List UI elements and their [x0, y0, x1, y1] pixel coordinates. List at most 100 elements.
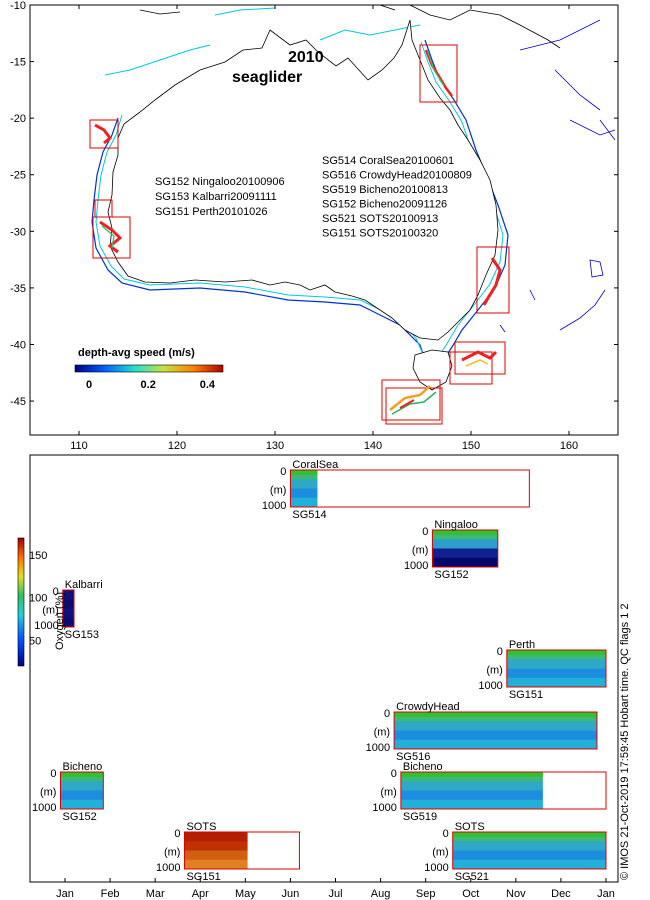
oxygen-band [432, 539, 498, 549]
deployment-outline [452, 831, 607, 870]
depth-bottom-label: 1000 [32, 802, 56, 814]
month-tick-label: Nov [506, 888, 526, 900]
mission-section-bicheno-sg519: Bicheno SG519 0 (m) 1000 [372, 761, 607, 823]
map-x-tick-label: 140 [364, 440, 382, 452]
month-tick-label: Jun [282, 888, 300, 900]
mission-glider-label: SG521 [455, 871, 489, 883]
mission-box-sots [381, 379, 443, 425]
surface-oxygen-band [400, 772, 543, 777]
mission-sections: CoralSeaSG5140(m)1000NingalooSG1520(m)10… [32, 459, 607, 883]
map-x-tick-label: 130 [266, 440, 284, 452]
oxygen-band [400, 799, 543, 810]
depth-unit-label: (m) [42, 605, 59, 617]
month-tick-label: May [235, 888, 256, 900]
oxygen-band [60, 790, 104, 801]
oxygen-band [184, 832, 248, 842]
west-mission-list: SG152 Ningaloo20100906 SG153 Kalbarri2009… [155, 176, 285, 218]
timeline-axes [29, 454, 619, 883]
depth-unit-label: (m) [432, 847, 449, 859]
east-mission-entry: SG151 SOTS20100320 [322, 228, 438, 240]
map-axes [29, 4, 619, 436]
month-axis: Jan Feb Mar Apr May Jun Jul Aug Sep Oct Nov Dec Jan [56, 878, 615, 900]
month-tick-label: Jan [597, 888, 615, 900]
mission-glider-label: SG514 [292, 509, 326, 521]
mission-glider-label: SG151 [186, 871, 220, 883]
mission-site-label: SOTS [186, 821, 216, 833]
depth-bottom-label: 1000 [404, 560, 428, 572]
mission-glider-label: SG152 [62, 811, 96, 823]
month-tick-label: Apr [192, 888, 209, 900]
speed-colorbar-label: depth-avg speed (m/s) [78, 347, 195, 359]
east-mission-entry: SG516 CrowdyHead20100809 [322, 170, 472, 182]
oxygen-band [184, 841, 248, 851]
png-coastline [139, 4, 561, 49]
speed-colorbar-tick: 0 [86, 379, 92, 391]
map-title-year: 2010 [288, 49, 324, 66]
deployment-outline [289, 469, 530, 508]
mission-box-ningaloo [89, 119, 119, 149]
mission-section-kalbarri-sg153: Kalbarri SG153 0 (m) 1000 [34, 579, 102, 641]
mission-section-coralsea-sg514: CoralSea SG514 0 (m) 1000 [262, 459, 530, 521]
depth-unit-label: (m) [270, 485, 287, 497]
nz-contour [499, 289, 606, 333]
east-mission-entry: SG521 SOTS20100913 [322, 213, 438, 225]
deployment-outline [183, 831, 300, 870]
oxygen-band [394, 730, 597, 741]
mission-box-coralsea [419, 44, 458, 103]
oxygen-colorbar-label: Oxygen (%) [54, 592, 66, 650]
month-tick-label: Feb [101, 888, 120, 900]
depth-top-label: 0 [280, 466, 286, 478]
map-y-tick-label: -35 [10, 283, 26, 295]
oxygen-band [400, 781, 543, 791]
deployment-outline [431, 529, 499, 568]
mission-glider-label: SG516 [396, 751, 430, 763]
mission-site-label: CrowdyHead [396, 701, 460, 713]
oxygen-colorbar [17, 537, 25, 667]
oxygen-band [506, 668, 606, 679]
depth-top-label: 0 [391, 768, 397, 780]
mission-glider-label: SG152 [434, 569, 468, 581]
oxygen-band [62, 599, 75, 609]
oxygen-band [60, 781, 104, 791]
oxygen-band [394, 721, 597, 731]
deployment-outline [62, 589, 75, 628]
surface-oxygen-band [290, 470, 318, 475]
map-x-tick-label: 150 [462, 440, 480, 452]
oxygen-band [506, 677, 606, 688]
month-tick-label: Sep [416, 888, 436, 900]
oxygen-colorbar-tick: 100 [29, 593, 47, 605]
deployment-outline [400, 771, 607, 810]
oxygen-band [452, 841, 606, 851]
oxygen-band [62, 590, 75, 600]
oxygen-band [432, 548, 498, 559]
surface-oxygen-band [432, 530, 498, 535]
mission-site-label: SOTS [455, 821, 485, 833]
oxygen-band [290, 479, 318, 489]
west-mission-entry: SG153 Kalbarri20091111 [155, 191, 277, 203]
map-y-tick-label: -15 [10, 57, 26, 69]
depth-unit-label: (m) [486, 665, 503, 677]
deployment-outline [393, 711, 598, 750]
speed-colorbar-tick: 0.2 [141, 379, 156, 391]
east-mission-entry: SG519 Bicheno20100813 [322, 184, 448, 196]
mission-section-sots-sg521: SOTS SG521 0 (m) 1000 [424, 821, 607, 883]
depth-bottom-label: 1000 [366, 742, 390, 754]
mission-site-label: Perth [509, 639, 535, 651]
map-y-tick-label: -45 [10, 396, 26, 408]
mission-glider-label: SG151 [509, 689, 543, 701]
mission-box-bicheno [449, 341, 506, 385]
surface-oxygen-band [60, 772, 104, 777]
mission-section-ningaloo-sg152: Ningaloo SG152 0 (m) 1000 [404, 519, 499, 581]
coral-sea-islands [519, 19, 616, 278]
depth-top-label: 0 [384, 708, 390, 720]
oxygen-band [290, 497, 318, 508]
mission-section-sots-sg151: SOTS SG151 0 (m) 1000 [156, 821, 300, 883]
map-y-tick-label: -30 [10, 226, 26, 238]
australia-coastline [107, 19, 499, 341]
map-title-text: seaglider [232, 69, 302, 86]
depth-bottom-label: 1000 [372, 802, 396, 814]
depth-top-label: 0 [443, 828, 449, 840]
west-mission-entry: SG151 Perth20101026 [155, 206, 268, 218]
deployment-outline [59, 771, 104, 810]
deployment-outline [506, 649, 607, 688]
